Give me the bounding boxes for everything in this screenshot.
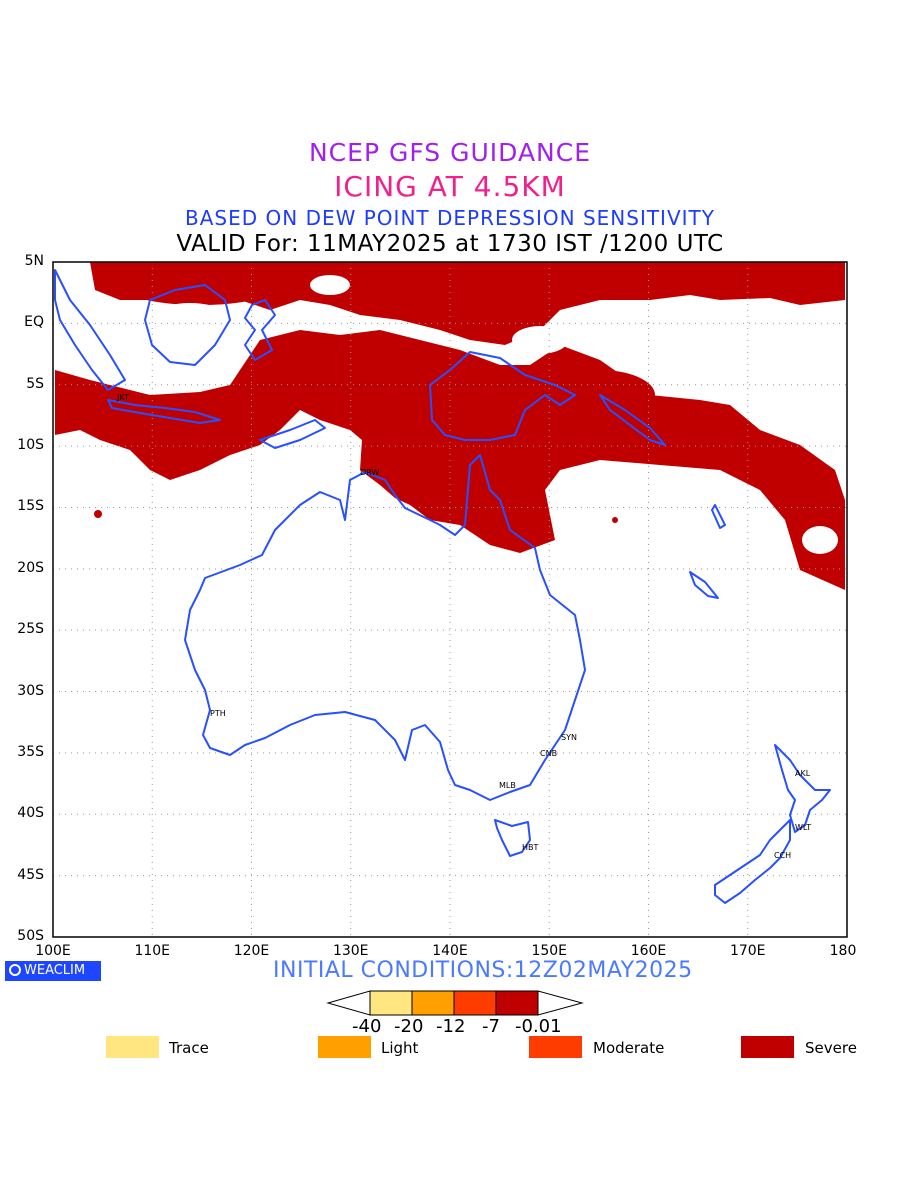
sulawesi-coastline [244,299,276,361]
tasmania-coastline [494,819,531,857]
colorbar-bin-moderate [453,990,497,1016]
java-coastline [107,399,221,424]
city-label: CNB [540,749,557,758]
colorbar-bin-trace [369,990,413,1016]
colorbar [326,990,584,1016]
colorbar-tick-label: -12 [436,1016,466,1037]
colorbar-bin-light [411,990,455,1016]
lon-tick-label: 180 [829,943,857,959]
city-labels: JKT DRW PTH SYN CNB MLB HBT AKL WLT CCH [116,393,811,860]
lat-tick-label: 5N [24,253,44,269]
lat-tick-label: 45S [17,866,44,883]
lat-tick-label: 20S [17,559,44,576]
city-label: HBT [522,843,539,852]
legend-label-severe: Severe [805,1039,857,1057]
lat-tick-label: 40S [17,805,44,822]
legend-swatch-severe [741,1036,794,1058]
logo-text: WEACLIM [24,963,86,978]
title-line-1: NCEP GFS GUIDANCE [308,138,591,167]
new-zealand-north-island [774,744,831,833]
graticule [53,262,847,937]
new-caledonia-coastline [689,571,719,599]
colorbar-tick-label: -20 [394,1016,424,1037]
solomon-coastline [599,394,666,446]
city-label: SYN [561,733,577,742]
borneo-coastline [144,284,231,366]
lat-tick-label: 35S [17,743,44,760]
weaclim-logo: WEACLIM [5,961,101,981]
logo-circle-icon [9,964,21,976]
lon-tick-label: 160E [630,943,667,959]
lat-tick-label: 15S [17,498,44,515]
lat-tick-label: 10S [17,437,44,454]
colorbar-bin-severe [495,990,539,1016]
city-label: MLB [499,781,516,790]
plot-frame [52,261,848,938]
lat-tick-label: EQ [24,314,44,331]
new-zealand-south-island [714,819,791,904]
legend-swatch-moderate [529,1036,582,1058]
lat-tick-label: 5S [26,375,44,392]
colorbar-tick-label: -40 [352,1016,382,1037]
lon-tick-label: 130E [332,943,369,959]
lon-tick-label: 120E [233,943,270,959]
city-label: JKT [116,393,129,402]
legend-swatch-trace [106,1036,159,1058]
colorbar-tick-label: -0.01 [515,1016,562,1037]
lat-tick-label: 30S [17,682,44,699]
colorbar-tick-label: -7 [482,1016,500,1037]
new-guinea-coastline [429,351,576,441]
colorbar-right-arrow [537,990,584,1016]
lat-tick-label: 50S [17,928,44,944]
legend-label-moderate: Moderate [593,1039,665,1057]
legend-label-trace: Trace [169,1039,209,1057]
city-label: DRW [360,468,379,477]
city-label: WLT [795,823,811,832]
vanuatu-coastline [711,504,726,529]
clear-areas [55,275,838,554]
title-line-3: BASED ON DEW POINT DEPRESSION SENSITIVIT… [185,206,715,230]
lon-tick-label: 150E [531,943,568,959]
timor-coastline [259,419,326,449]
coastlines [54,269,831,904]
lon-tick-label: 110E [134,943,171,959]
city-label: PTH [210,709,226,718]
severe-icing-region-west [115,262,285,305]
initial-conditions: INITIAL CONDITIONS:12Z02MAY2025 [273,958,693,983]
lat-tick-label: 25S [17,621,44,638]
legend-label-light: Light [381,1039,419,1057]
lon-tick-label: 170E [729,943,766,959]
legend-swatch-light [318,1036,371,1058]
city-label: CCH [774,851,791,860]
australia-coastline [184,454,586,801]
sumatra-coastline [54,269,126,391]
title-line-2: ICING AT 4.5KM [334,170,566,203]
lon-tick-label: 100E [35,943,71,959]
valid-time: VALID For: 11MAY2025 at 1730 IST /1200 U… [176,231,724,257]
lon-tick-label: 140E [432,943,468,959]
colorbar-left-arrow [326,990,371,1016]
city-label: AKL [795,769,811,778]
